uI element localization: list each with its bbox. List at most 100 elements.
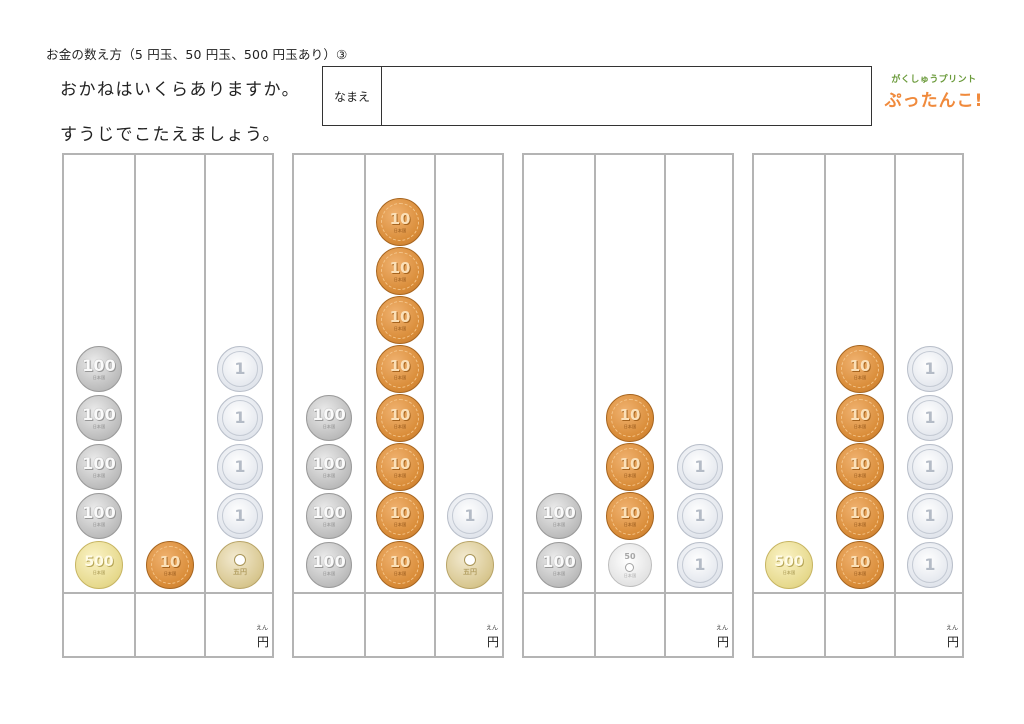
coin-value: 100 — [82, 454, 116, 473]
coin-1-yen-icon: 1 — [907, 395, 953, 441]
coin-face: 10 日本国 — [381, 301, 419, 339]
yen-ruby: えん — [255, 625, 268, 632]
coin-face: 五円 — [463, 554, 477, 576]
coin-value: 100 — [542, 503, 576, 522]
coin-inscription: 日本国 — [322, 473, 336, 478]
coin-100-yen-icon: 100 日本国 — [76, 493, 122, 539]
coin-1-yen-icon: 1 — [677, 542, 723, 588]
coin-face: 50 日本国 — [624, 551, 637, 578]
coin-100-yen-icon: 100 日本国 — [306, 444, 352, 490]
coin-100-yen-icon: 100 日本国 — [306, 542, 352, 588]
coin-inscription: 日本国 — [853, 423, 867, 429]
yen-unit-label: 円 — [946, 635, 959, 649]
coin-value: 1 — [924, 408, 936, 427]
answer-row-divider — [524, 592, 732, 594]
coin-10-yen-icon: 10 日本国 — [836, 541, 884, 589]
coin-face: 500 日本国 — [774, 555, 803, 575]
coin-inscription: 日本国 — [92, 375, 106, 380]
yen-ruby: えん — [485, 625, 498, 632]
coin-500-yen-icon: 500 日本国 — [765, 541, 813, 589]
coin-1-yen-icon: 1 — [677, 444, 723, 490]
coin-face: 1 — [222, 351, 258, 387]
coin-face: 100 日本国 — [82, 505, 115, 527]
coin-face: 1 — [912, 449, 948, 485]
coin-value: 1 — [234, 408, 246, 427]
coin-face: 500 日本国 — [84, 555, 113, 575]
coin-value: 1 — [924, 457, 936, 476]
coin-face: 100 日本国 — [312, 505, 345, 527]
coin-100-yen-icon: 100 日本国 — [76, 444, 122, 490]
coin-inscription: 日本国 — [92, 522, 106, 527]
coin-value: 100 — [312, 454, 346, 473]
coin-inscription: 日本国 — [393, 325, 407, 331]
coin-1-yen-icon: 1 — [217, 346, 263, 392]
coin-inscription: 日本国 — [623, 423, 637, 429]
coin-value: 10 — [389, 307, 411, 326]
column-divider — [434, 155, 436, 656]
coin-value: 10 — [619, 405, 641, 424]
coin-10-yen-icon: 10 日本国 — [376, 492, 424, 540]
answer-field[interactable]: えん円 — [206, 594, 274, 656]
coin-inscription: 日本国 — [393, 227, 407, 233]
coin-value: 100 — [312, 503, 346, 522]
coin-inscription: 日本国 — [393, 521, 407, 527]
coin-100-yen-icon: 100 日本国 — [306, 395, 352, 441]
coin-inscription: 日本国 — [623, 521, 637, 527]
coin-10-yen-icon: 10 日本国 — [606, 443, 654, 491]
coin-inscription: 日本国 — [393, 276, 407, 282]
problem-panel: 100 日本国 100 日本国 100 日本国 100 日本国 10 日本国 10 日本国 10 日本国 1… — [292, 153, 504, 658]
coin-face: 1 — [222, 400, 258, 436]
coin-inscription: 日本国 — [782, 570, 796, 575]
coin-1-yen-icon: 1 — [447, 493, 493, 539]
coin-face: 100 日本国 — [542, 505, 575, 527]
coin-face: 1 — [682, 449, 718, 485]
answer-row-divider — [754, 592, 962, 594]
coin-face: 10 日本国 — [381, 399, 419, 437]
coin-value: 50 — [624, 551, 636, 561]
coin-face: 100 日本国 — [312, 554, 345, 576]
coin-inscription: 日本国 — [393, 374, 407, 380]
coin-50-yen-icon: 50 日本国 — [608, 543, 652, 587]
answer-cell — [366, 594, 434, 656]
answer-cell — [826, 594, 894, 656]
answer-cell — [136, 594, 204, 656]
column-divider — [364, 155, 366, 656]
coin-face: 1 — [682, 498, 718, 534]
coin-1-yen-icon: 1 — [677, 493, 723, 539]
coin-face: 1 — [912, 547, 948, 583]
answer-field[interactable]: えん円 — [896, 594, 964, 656]
coin-value: 10 — [389, 405, 411, 424]
yen-ruby: えん — [715, 625, 728, 632]
coin-value: 1 — [694, 506, 706, 525]
coin-10-yen-icon: 10 日本国 — [836, 492, 884, 540]
coin-value: 100 — [82, 356, 116, 375]
name-field[interactable] — [382, 67, 871, 125]
coin-10-yen-icon: 10 日本国 — [146, 541, 194, 589]
coin-inscription: 日本国 — [322, 424, 336, 429]
coin-10-yen-icon: 10 日本国 — [376, 394, 424, 442]
coin-value: 10 — [389, 258, 411, 277]
yen-unit-label: 円 — [716, 635, 729, 649]
coin-value: 10 — [389, 552, 411, 571]
coin-10-yen-icon: 10 日本国 — [836, 345, 884, 393]
coin-inscription: 日本国 — [163, 570, 177, 576]
coin-5-yen-icon: 五円 — [216, 541, 264, 589]
coin-value: 10 — [849, 405, 871, 424]
answer-cell — [596, 594, 664, 656]
coin-face: 10 日本国 — [611, 448, 649, 486]
coin-face: 1 — [912, 400, 948, 436]
answer-field[interactable]: えん円 — [436, 594, 504, 656]
page-title: お金の数え方（5 円玉、50 円玉、500 円玉あり）③ — [46, 47, 348, 62]
coin-face: 1 — [682, 547, 718, 583]
coin-face: 100 日本国 — [312, 456, 345, 478]
coin-value: 100 — [82, 405, 116, 424]
answer-field[interactable]: えん円 — [666, 594, 734, 656]
coin-face: 1 — [912, 351, 948, 387]
coin-face: 100 日本国 — [312, 407, 345, 429]
coin-face: 10 日本国 — [381, 350, 419, 388]
coin-10-yen-icon: 10 日本国 — [376, 345, 424, 393]
problem-panel: 500 日本国 10 日本国 10 日本国 10 日本国 10 日本国 10 日本国 1 1 1 1 1 えん円 — [752, 153, 964, 658]
coin-face: 10 日本国 — [611, 497, 649, 535]
coin-inscription: 日本国 — [92, 570, 106, 575]
coin-10-yen-icon: 10 日本国 — [376, 247, 424, 295]
